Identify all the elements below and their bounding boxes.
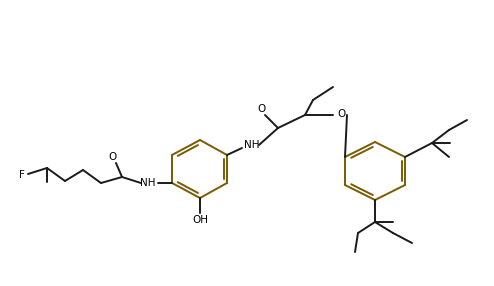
Text: O: O <box>257 104 265 114</box>
Text: F: F <box>19 170 25 180</box>
Text: NH: NH <box>244 140 260 150</box>
Text: O: O <box>108 152 116 162</box>
Text: OH: OH <box>192 215 208 225</box>
Text: NH: NH <box>140 178 156 188</box>
Text: O: O <box>337 109 345 119</box>
